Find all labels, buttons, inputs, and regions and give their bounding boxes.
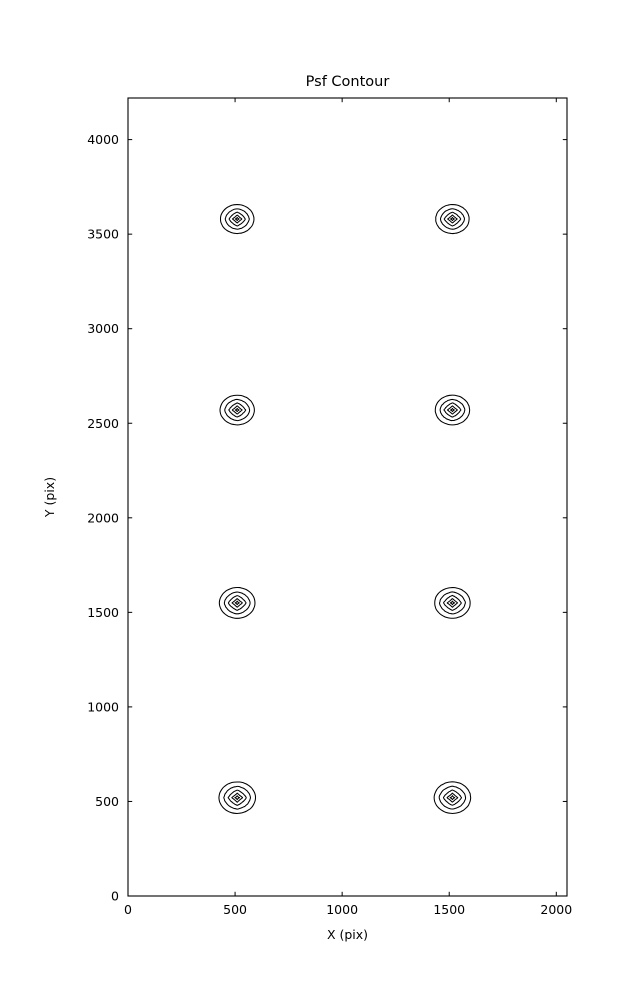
contour-level-2 bbox=[443, 402, 462, 418]
contour-level-0 bbox=[434, 394, 471, 426]
psf-source bbox=[433, 781, 472, 815]
axes-frame bbox=[127, 97, 568, 897]
plot-title: Psf Contour bbox=[306, 74, 390, 90]
contour-level-4 bbox=[450, 216, 455, 222]
contour-level-2 bbox=[442, 789, 463, 806]
contour-level-0 bbox=[219, 204, 255, 235]
contour-level-0 bbox=[218, 781, 257, 815]
y-tick-label-3500: 3500 bbox=[87, 227, 119, 242]
psf-source bbox=[435, 204, 470, 235]
contour-level-1 bbox=[439, 398, 466, 422]
contour-level-1 bbox=[223, 785, 251, 810]
contour-level-3 bbox=[446, 792, 459, 803]
contour-level-1 bbox=[439, 208, 465, 230]
contour-sources bbox=[218, 204, 472, 815]
contour-level-1 bbox=[223, 591, 251, 615]
contour-level-4 bbox=[449, 600, 456, 606]
x-tick-label-2000: 2000 bbox=[540, 902, 572, 917]
y-tick-label-4000: 4000 bbox=[87, 132, 119, 147]
psf-source bbox=[219, 204, 255, 235]
contour-level-3 bbox=[231, 792, 244, 803]
contour-level-4 bbox=[234, 216, 240, 222]
axis-ticks bbox=[127, 98, 567, 897]
y-axis-label: Y (pix) bbox=[42, 477, 57, 518]
contour-level-0 bbox=[433, 781, 472, 815]
contour-level-4 bbox=[450, 407, 455, 413]
y-tick-label-1500: 1500 bbox=[87, 605, 119, 620]
contour-level-1 bbox=[224, 398, 251, 422]
contour-level-0 bbox=[435, 204, 470, 235]
contour-level-1 bbox=[438, 785, 467, 810]
contour-level-3 bbox=[446, 405, 458, 415]
y-tick-label-500: 500 bbox=[95, 794, 119, 809]
contour-level-2 bbox=[227, 789, 247, 806]
contour-level-2 bbox=[228, 211, 246, 227]
y-tick-label-3000: 3000 bbox=[87, 321, 119, 336]
contour-level-2 bbox=[443, 211, 462, 227]
contour-level-0 bbox=[219, 394, 255, 426]
contour-level-1 bbox=[439, 591, 466, 615]
contour-level-4 bbox=[234, 407, 240, 413]
x-tick-label-1000: 1000 bbox=[326, 902, 358, 917]
y-tick-label-1000: 1000 bbox=[87, 699, 119, 714]
contour-level-3 bbox=[231, 214, 243, 224]
x-tick-label-500: 500 bbox=[223, 902, 247, 917]
y-tick-label-0: 0 bbox=[111, 889, 119, 904]
x-axis-label: X (pix) bbox=[327, 927, 368, 942]
contour-level-3 bbox=[446, 598, 459, 608]
contour-level-0 bbox=[218, 586, 256, 619]
x-tick-label-1500: 1500 bbox=[433, 902, 465, 917]
psf-source bbox=[218, 586, 256, 619]
contour-level-1 bbox=[224, 208, 250, 230]
contour-level-2 bbox=[228, 402, 247, 418]
psf-source bbox=[218, 781, 257, 815]
psf-source bbox=[219, 394, 255, 426]
contour-level-3 bbox=[231, 598, 243, 608]
contour-level-2 bbox=[443, 594, 462, 611]
contour-level-0 bbox=[434, 587, 471, 619]
contour-level-4 bbox=[234, 600, 240, 606]
contour-level-4 bbox=[234, 795, 241, 801]
y-tick-label-2000: 2000 bbox=[87, 510, 119, 525]
contour-level-4 bbox=[449, 795, 456, 801]
y-tick-label-2500: 2500 bbox=[87, 416, 119, 431]
psf-source bbox=[434, 394, 471, 426]
x-tick-label-0: 0 bbox=[124, 902, 132, 917]
contour-level-2 bbox=[227, 595, 247, 611]
contour-level-3 bbox=[447, 214, 458, 224]
contour-level-3 bbox=[231, 405, 243, 415]
psf-source bbox=[434, 587, 471, 619]
